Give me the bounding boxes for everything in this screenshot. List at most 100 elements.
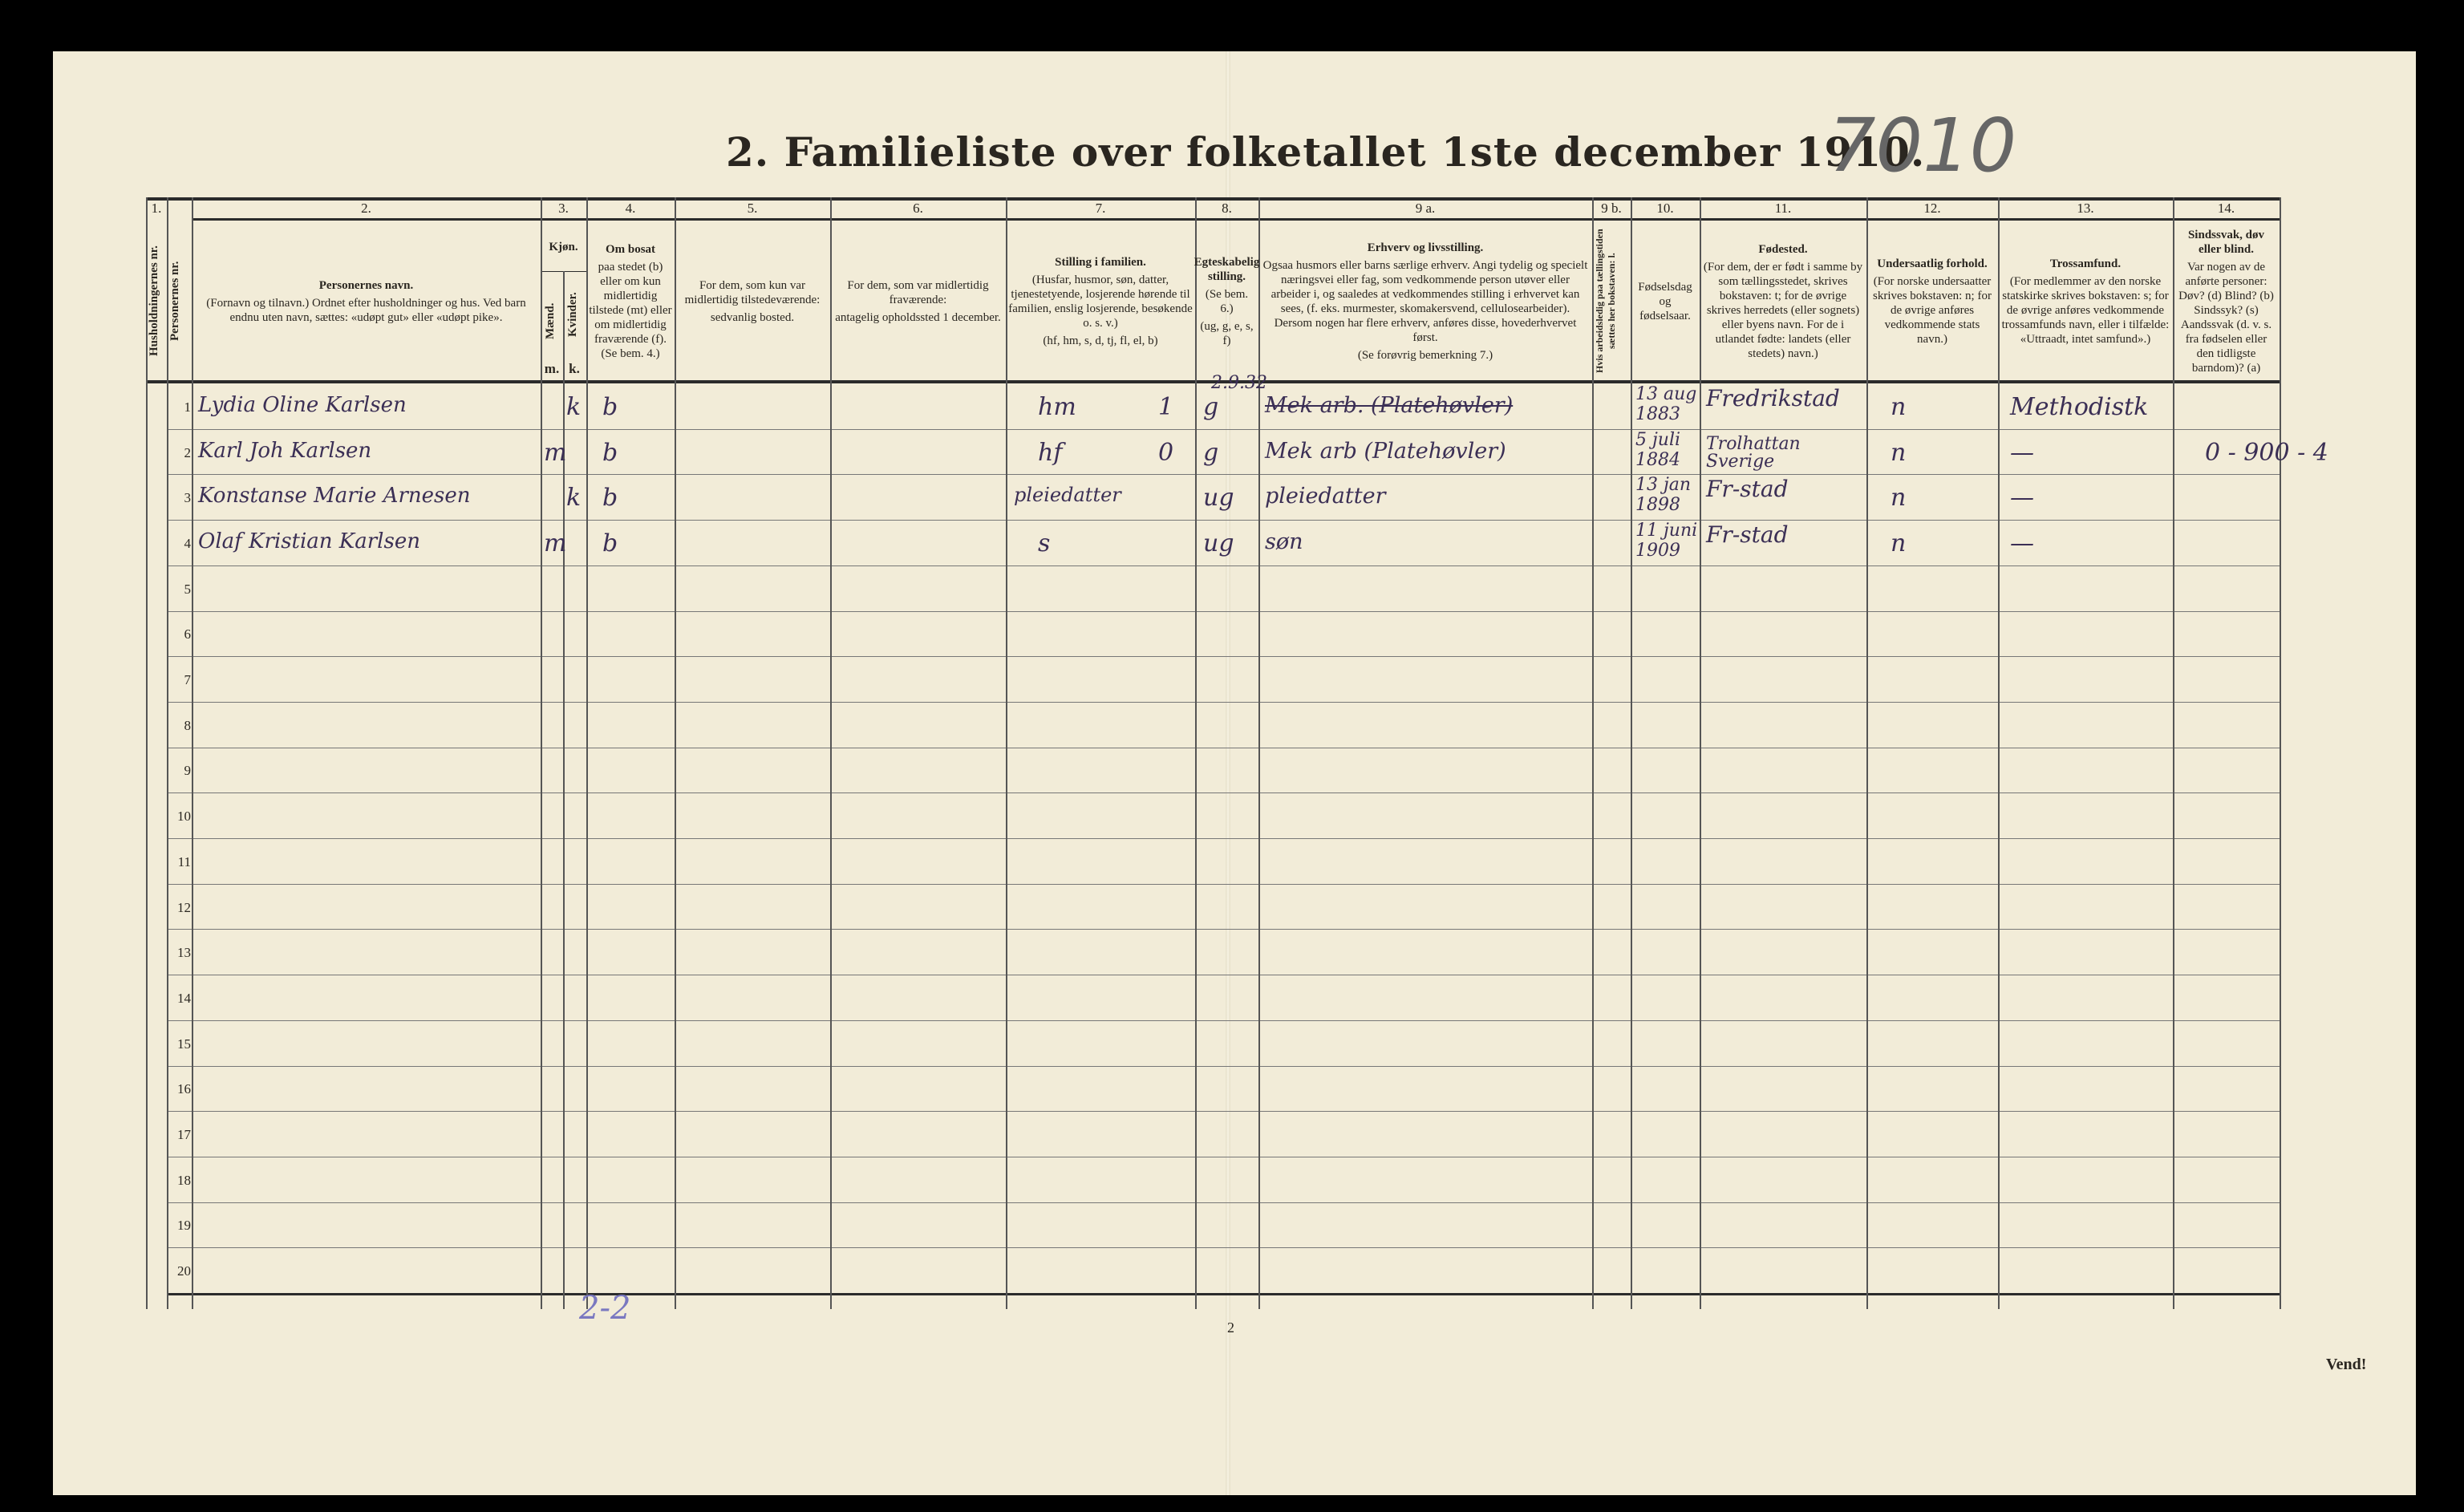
religion: — bbox=[2010, 529, 2034, 558]
column-heading: Erhverv og livsstilling. Ogsaa husmors el… bbox=[1258, 223, 1592, 380]
occupation: Mek arb. (Platehøvler) bbox=[1265, 393, 1514, 418]
row-number: 2 bbox=[184, 444, 192, 460]
residence-status: b bbox=[602, 529, 618, 558]
column-heading-text: (Se bem. 6.) bbox=[1205, 288, 1249, 315]
column-heading-text: Fødselsdag og fødselsaar. bbox=[1638, 281, 1692, 322]
sex-male: m bbox=[544, 529, 567, 558]
row-rule bbox=[167, 792, 2280, 794]
column-number: 11. bbox=[1774, 201, 1792, 216]
column-rule bbox=[192, 197, 193, 1309]
column-heading: Sindssvak, døv eller blind. Var nogen av … bbox=[2173, 223, 2280, 380]
row-rule bbox=[167, 428, 2280, 430]
column-rule bbox=[2173, 197, 2174, 1309]
column-number: 12. bbox=[1923, 201, 1941, 216]
column-number: 13. bbox=[2077, 201, 2094, 216]
birth-year: 1883 bbox=[1635, 404, 1680, 424]
column-rule bbox=[586, 197, 588, 1309]
person-name: Karl Joh Karlsen bbox=[198, 438, 372, 463]
column-sub-k: k. bbox=[569, 361, 580, 376]
birth-day: 5 juli bbox=[1635, 429, 1681, 450]
person-name: Lydia Oline Karlsen bbox=[198, 393, 407, 417]
marital-status: ug bbox=[1203, 484, 1234, 513]
row-rule bbox=[167, 1247, 2280, 1249]
birthplace: Trolhattan Sverige bbox=[1706, 433, 1801, 472]
column-heading: Om bosat paa stedet (b) eller om kun midl… bbox=[586, 223, 675, 380]
column-heading-text: (Fornavn og tilnavn.) Ordnet efter husho… bbox=[206, 297, 526, 324]
row-number: 7 bbox=[184, 672, 192, 688]
column-heading-heading: Egteskabelig stilling. bbox=[1194, 256, 1260, 283]
sex-male: m bbox=[544, 438, 567, 467]
family-position: pleiedatter bbox=[1014, 484, 1121, 507]
row-rule bbox=[167, 656, 2280, 658]
family-position: s bbox=[1038, 529, 1051, 558]
column-number: 10. bbox=[1656, 201, 1674, 216]
column-rule bbox=[2280, 197, 2281, 1309]
column-number: 5. bbox=[747, 201, 758, 216]
page-fold bbox=[1226, 51, 1230, 1495]
occupation-note: 2.9.32 bbox=[1211, 373, 1267, 393]
remark: 0 - 900 - 4 bbox=[2205, 438, 2328, 467]
row-rule bbox=[167, 701, 2280, 703]
citizenship: n bbox=[1891, 484, 1907, 513]
column-sub-women: Kvinder. bbox=[566, 292, 579, 338]
residence-status: b bbox=[602, 484, 618, 513]
column-heading-text: For dem, som kun var midlertidig tilsted… bbox=[684, 279, 821, 306]
column-heading-heading: Stilling i familien. bbox=[1055, 256, 1146, 269]
row-number: 11 bbox=[177, 853, 191, 870]
family-mark: 1 bbox=[1158, 393, 1174, 421]
row-rule bbox=[167, 474, 2280, 476]
birth-day: 13 aug bbox=[1635, 384, 1697, 404]
column-heading-text: paa stedet (b) eller om kun midlertidig … bbox=[589, 261, 672, 360]
citizenship: n bbox=[1891, 529, 1907, 558]
family-mark: 0 bbox=[1158, 438, 1174, 467]
paper-sheet bbox=[53, 51, 2416, 1495]
column-heading-text2: (hf, hm, s, d, tj, fl, el, b) bbox=[1043, 334, 1158, 347]
citizenship: n bbox=[1891, 438, 1907, 467]
religion: Methodistk bbox=[2010, 393, 2149, 421]
row-rule bbox=[167, 565, 2280, 566]
column-rule bbox=[1258, 197, 1260, 1309]
row-number: 13 bbox=[177, 945, 191, 961]
column-heading-heading: Undersaatlig forhold. bbox=[1877, 257, 1988, 270]
form-title: 2. Familieliste over folketallet 1ste de… bbox=[726, 128, 1926, 176]
row-rule bbox=[167, 1111, 2280, 1113]
column-rule bbox=[541, 197, 542, 1309]
column-heading-heading: Fødested. bbox=[1758, 243, 1808, 256]
column-rule bbox=[1195, 197, 1197, 1309]
column-rule bbox=[1006, 197, 1007, 1309]
row-number: 14 bbox=[177, 990, 191, 1006]
sex-female: k bbox=[566, 484, 582, 513]
column-heading-heading: Personernes navn. bbox=[318, 279, 414, 292]
bottom-note: 2-2 bbox=[579, 1290, 631, 1327]
column-rule bbox=[1631, 197, 1632, 1309]
column-vertical-label: Personernes nr. bbox=[168, 261, 181, 341]
occupation: pleiedatter bbox=[1265, 484, 1386, 509]
column-heading-text: (For dem, der er født i samme by som tæl… bbox=[1703, 261, 1863, 360]
row-number: 6 bbox=[184, 626, 192, 642]
column-heading-heading: Trossamfund. bbox=[2049, 257, 2122, 270]
column-rule bbox=[1866, 197, 1868, 1309]
row-number: 8 bbox=[184, 717, 192, 733]
person-name: Konstanse Marie Arnesen bbox=[198, 484, 471, 509]
column-heading-heading: Erhverv og livsstilling. bbox=[1367, 241, 1484, 254]
column-heading-text: (For norske undersaatter skrives bokstav… bbox=[1873, 275, 1992, 346]
birth-year: 1898 bbox=[1635, 495, 1680, 516]
column-number: 9 b. bbox=[1601, 201, 1622, 216]
column-heading: For dem, som var midlertidig fraværende:… bbox=[830, 223, 1006, 380]
column-number: 7. bbox=[1095, 201, 1106, 216]
birth-year: 1884 bbox=[1635, 449, 1680, 470]
column-rule bbox=[830, 197, 832, 1309]
row-rule bbox=[167, 838, 2280, 839]
column-rule bbox=[1700, 197, 1701, 1309]
row-number: 10 bbox=[177, 809, 191, 825]
column-heading-text: (Husfar, husmor, søn, datter, tjenestety… bbox=[1008, 274, 1193, 330]
marital-status: ug bbox=[1203, 529, 1234, 558]
row-number: 17 bbox=[177, 1127, 191, 1143]
citizenship: n bbox=[1891, 393, 1907, 421]
column-heading-sex: Kjøn. bbox=[549, 241, 578, 253]
header-number-rule bbox=[192, 218, 2280, 221]
birthplace: Fredrikstad bbox=[1706, 385, 1840, 411]
column-vertical-label: Husholdningernes nr. bbox=[148, 245, 160, 356]
religion: — bbox=[2010, 484, 2034, 513]
